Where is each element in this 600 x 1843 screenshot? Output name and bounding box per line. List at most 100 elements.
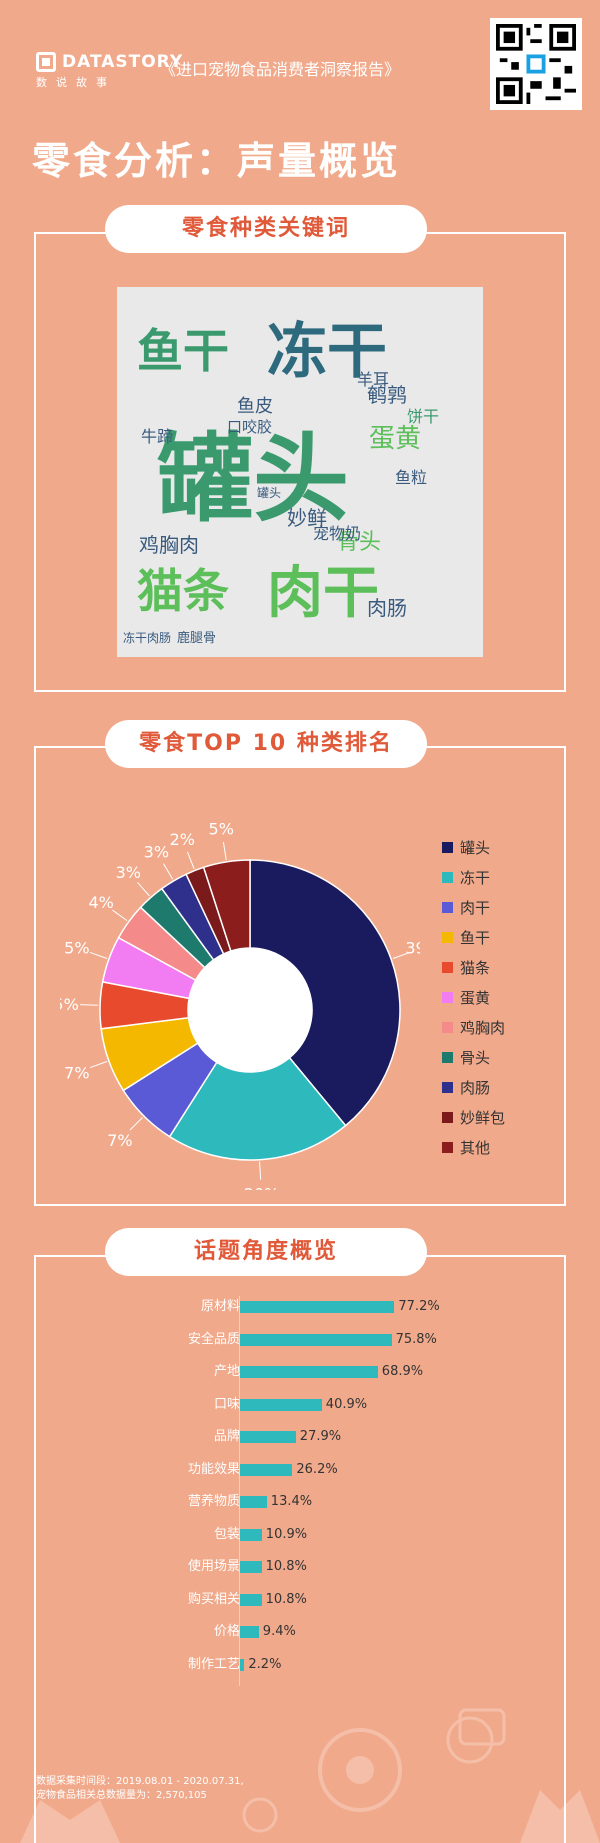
brand-name: DATASTORY [62,52,184,72]
topics-section-title: 话题角度概览 [105,1228,427,1276]
legend-swatch [442,1141,453,1153]
donut-slice-label: 4% [88,893,113,912]
bar-row: 包装 10.9% [0,1526,600,1559]
bar-row: 营养物质 13.4% [0,1493,600,1526]
legend-item[interactable]: 妙鲜包 [442,1102,505,1132]
report-title: 《进口宠物食品消费者洞察报告》 [160,60,401,79]
wordcloud-word: 鱼干 [137,324,229,378]
legend-swatch [442,901,453,913]
footnote-line-1: 数据采集时间段：2019.08.01 - 2020.07.31, [36,1776,244,1787]
wordcloud-word: 鸡胸肉 [139,533,199,557]
donut-slice-label: 2% [170,830,195,849]
bar-row: 口味 40.9% [0,1396,600,1429]
wordcloud-word: 冻干肉肠 [123,630,171,645]
bar-category-label: 功能效果 [187,1461,240,1477]
bar[interactable] [240,1658,245,1671]
donut-leader-line [137,882,150,897]
donut-leader-line [163,863,174,880]
bar-value-label: 2.2% [248,1656,282,1672]
legend-label: 猫条 [460,958,491,977]
wordcloud-word: 妙鲜 [287,506,327,530]
wordcloud-word: 罐头 [157,423,349,535]
bar[interactable] [240,1301,395,1313]
bar-value-label: 68.9% [381,1364,424,1379]
bar-category-label: 安全品质 [187,1331,240,1347]
legend-item[interactable]: 其他 [442,1132,505,1162]
bar[interactable] [240,1463,293,1476]
bar[interactable] [240,1496,267,1508]
legend-label: 肉干 [460,898,491,917]
bar[interactable] [240,1626,259,1638]
bar[interactable] [240,1593,262,1606]
bar-value-label: 13.4% [270,1494,313,1509]
qr-code-icon[interactable] [490,18,582,110]
donut-hole [188,948,312,1072]
wordcloud-word: 鱼粒 [395,468,427,487]
legend-swatch [442,931,453,943]
wordcloud-word: 肉干 [267,561,379,626]
legend-item[interactable]: 罐头 [442,832,505,862]
wordcloud-word: 饼干 [407,407,439,426]
header: DATASTORY 数说故事 《进口宠物食品消费者洞察报告》 [0,0,600,115]
decorative-pet-illustrations [20,1708,600,1843]
donut-legend: 罐头 冻干肉干鱼干猫条蛋黄鸡胸肉骨头肉肠妙鲜包其他 [442,832,505,1162]
bar[interactable] [240,1431,296,1443]
bar[interactable] [240,1561,262,1573]
legend-item[interactable]: 鱼干 [442,922,505,952]
wordcloud-word: 口咬胶 [227,418,272,436]
donut-slice-label: 7% [64,1063,89,1082]
bar-row: 价格 9.4% [0,1623,600,1656]
bar-axis-line [239,1296,240,1686]
bar-category-label: 包装 [213,1526,240,1542]
donut-leader-line [392,951,411,959]
legend-item[interactable]: 蛋黄 [442,982,505,1012]
legend-swatch [442,991,453,1003]
bar[interactable] [240,1366,378,1378]
brand-subtitle: 数说故事 [36,76,116,89]
bar-category-label: 制作工艺 [187,1656,240,1672]
bar-value-label: 40.9% [325,1396,368,1412]
donut-slice-label: 5% [209,819,234,838]
footnote-line-2: 宠物食品相关总数据量为：2,570,105 [36,1790,207,1801]
legend-item[interactable]: 鸡胸肉 [442,1012,505,1042]
bar-value-label: 27.9% [299,1429,342,1444]
bar[interactable] [240,1398,322,1411]
bar-row: 原材料 77.2% [0,1298,600,1331]
legend-item[interactable]: 猫条 [442,952,505,982]
donut-leader-line [129,1117,143,1131]
bar-row: 制作工艺 2.2% [0,1656,600,1689]
page-title: 零食分析：声量概览 [32,139,402,183]
wordcloud-word: 猫条 [137,564,229,618]
legend-swatch [442,841,453,853]
top10-section-title: 零食TOP 10 种类排名 [105,720,427,768]
bar-category-label: 品牌 [213,1429,240,1444]
legend-swatch [442,871,453,883]
bar-row: 品牌 27.9% [0,1428,600,1461]
legend-item[interactable]: 冻干 [442,862,505,892]
donut-leader-line [222,842,227,860]
bar-value-label: 10.9% [265,1526,308,1542]
legend-label: 妙鲜包 [460,1108,506,1127]
legend-label: 骨头 [460,1048,491,1067]
wordcloud-word: 鹿腿骨 [177,630,216,646]
wordcloud-word: 羊耳 [357,370,389,389]
legend-item[interactable]: 骨头 [442,1042,505,1072]
bar[interactable] [240,1528,262,1541]
donut-slice-label: 5% [60,995,79,1014]
bar-category-label: 价格 [213,1624,240,1639]
legend-item[interactable]: 肉肠 [442,1072,505,1102]
donut-leader-line [89,1061,108,1069]
datastory-logo[interactable]: DATASTORY [36,52,183,72]
wordcloud-word: 罐头 [257,486,281,500]
bar-category-label: 营养物质 [187,1494,240,1509]
legend-swatch [442,1111,453,1123]
bar-category-label: 购买相关 [187,1591,240,1607]
legend-label: 肉肠 [460,1078,491,1097]
bar[interactable] [240,1333,392,1346]
donut-leader-line [80,1004,99,1006]
legend-item[interactable]: 肉干 [442,892,505,922]
donut-leader-line [259,1161,262,1180]
legend-label: 蛋黄 [460,988,491,1007]
legend-label: 其他 [460,1138,491,1157]
